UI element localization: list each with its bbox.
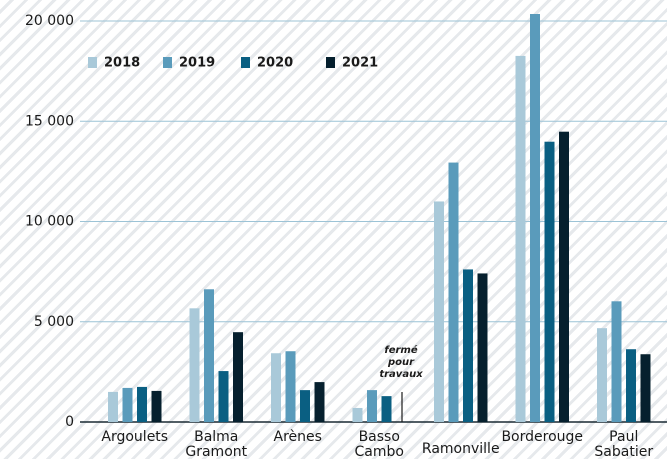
- bar: [559, 131, 569, 423]
- x-tick-label: Ramonville: [422, 441, 500, 457]
- legend-label: 2019: [179, 56, 215, 71]
- bar: [530, 14, 540, 423]
- x-tick-label: Basso Cambo: [355, 429, 404, 459]
- x-tick-label: Paul Sabatier: [594, 429, 653, 459]
- bar: [151, 390, 162, 422]
- x-tick-label: Argoulets: [101, 429, 168, 445]
- y-tick-label: 0: [65, 414, 74, 430]
- bar: [189, 308, 200, 422]
- legend-label: 2021: [342, 56, 378, 71]
- bar: [626, 349, 636, 422]
- bar: [285, 351, 296, 422]
- bar: [204, 289, 214, 422]
- x-tick-label: Balma Gramont: [185, 429, 247, 459]
- bar: [271, 353, 281, 422]
- y-tick-label: 5 000: [34, 314, 74, 330]
- annotation: fermé pour travaux: [379, 344, 423, 380]
- x-tick-label: Borderouge: [501, 429, 583, 445]
- bar: [544, 141, 555, 422]
- legend-swatch: [326, 57, 335, 68]
- y-tick-label: 10 000: [25, 214, 74, 230]
- bar: [434, 201, 444, 422]
- bar: [640, 354, 651, 422]
- bar: [314, 382, 325, 422]
- legend-swatch: [241, 57, 250, 68]
- bar: [352, 407, 363, 422]
- bar: [300, 390, 310, 422]
- y-tick-label: 15 000: [25, 113, 74, 129]
- legend-swatch: [88, 57, 97, 68]
- bar: [515, 55, 526, 422]
- legend-label: 2018: [104, 56, 140, 71]
- x-tick-label: Arènes: [274, 429, 322, 445]
- bar: [108, 391, 118, 422]
- bar: [448, 162, 459, 423]
- bar: [137, 386, 147, 422]
- bar: [463, 269, 473, 422]
- bar: [477, 273, 488, 422]
- bar: [381, 396, 392, 422]
- legend-swatch: [163, 57, 172, 68]
- y-tick-label: 20 000: [25, 13, 74, 29]
- bar: [233, 332, 243, 422]
- bar: [611, 301, 622, 422]
- legend-label: 2020: [257, 56, 293, 71]
- bar: [597, 328, 607, 422]
- bar: [218, 371, 229, 422]
- bar: [367, 390, 377, 422]
- bar: [122, 387, 133, 422]
